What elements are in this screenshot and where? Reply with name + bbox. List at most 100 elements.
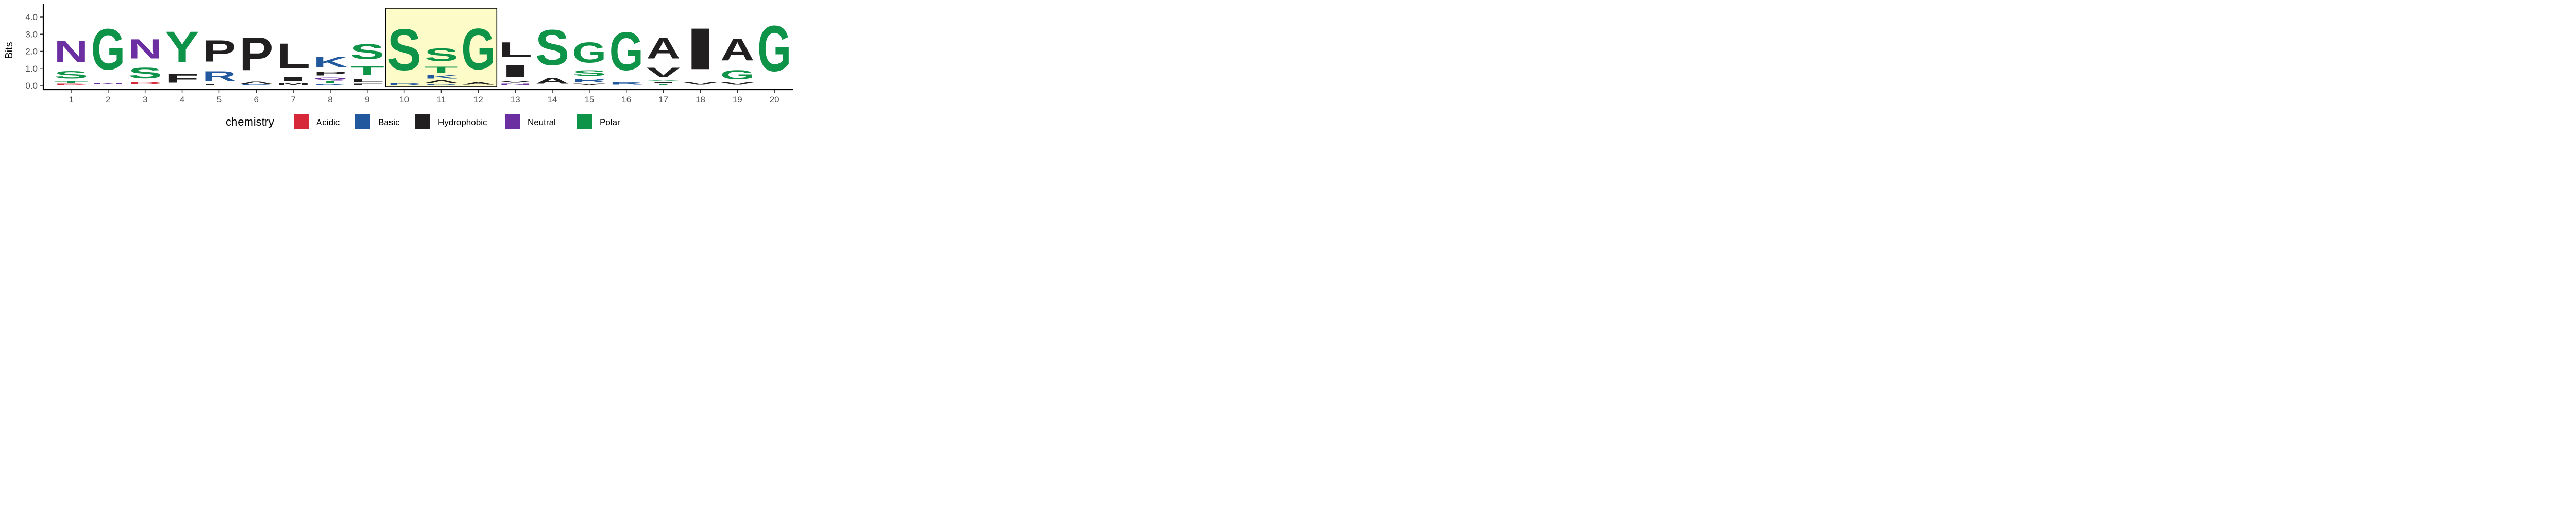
x-tick-label: 17	[658, 95, 668, 105]
x-tick-label: 14	[548, 95, 557, 105]
legend-label-polar: Polar	[600, 117, 620, 127]
logo-letter-7-I: I	[276, 76, 310, 82]
logo-column-7: MIL	[276, 37, 310, 85]
logo-letter-15-V: V	[572, 83, 606, 85]
x-tick-label: 13	[511, 95, 520, 105]
logo-column-4: FY	[165, 23, 199, 85]
logo-letter-19-V: V	[720, 82, 754, 85]
logo-column-2: DNG	[91, 18, 125, 85]
logo-letter-8-K: K	[313, 54, 347, 70]
logo-letter-13-I: I	[498, 62, 532, 80]
logo-letter-9-S: S	[350, 40, 384, 64]
logo-letter-7-L: L	[276, 37, 310, 76]
x-tick-label: 19	[733, 95, 742, 105]
logo-letter-2-G: G	[91, 18, 125, 82]
x-tick-label: 6	[254, 95, 259, 105]
logo-letter-4-F: F	[165, 72, 199, 85]
legend-swatch-basic	[355, 114, 370, 129]
logo-letter-3-N: N	[128, 33, 162, 64]
y-tick-label: 1.0	[25, 64, 38, 74]
logo-column-5: LRP	[202, 35, 236, 85]
x-tick-label: 8	[328, 95, 332, 105]
x-tick-label: 1	[69, 95, 73, 105]
y-tick-label: 3.0	[25, 29, 38, 39]
legend-swatch-hydrophobic	[415, 114, 430, 129]
x-tick-label: 9	[365, 95, 369, 105]
logo-column-6: RAP	[239, 28, 273, 85]
sequence-logo-chart: DTSNDNGKDSNFYLRPRAPMILRTQPKFLTSRSRAKTSAG…	[4, 4, 793, 129]
x-tick-label: 15	[584, 95, 594, 105]
logo-letter-12-A: A	[461, 82, 495, 85]
glyph-layer: DTSNDNGKDSNFYLRPRAPMILRTQPKFLTSRSRAKTSAG…	[54, 12, 791, 85]
x-tick-label: 16	[621, 95, 631, 105]
logo-letter-19-G: G	[720, 67, 754, 82]
logo-letter-5-L: L	[202, 84, 236, 85]
highlight-box	[385, 8, 498, 87]
logo-letter-17-A: A	[647, 32, 681, 65]
legend: chemistry Acidic Basic Hydrophobic Neutral P…	[226, 114, 620, 129]
legend-swatch-acidic	[294, 114, 309, 129]
logo-letter-8-R: R	[313, 83, 347, 85]
x-tick-label: 20	[770, 95, 779, 105]
logo-column-12: AG	[461, 18, 495, 85]
logo-column-16: RG	[609, 21, 643, 85]
logo-letter-7-M: M	[276, 82, 310, 85]
logo-letter-14-A: A	[535, 76, 569, 85]
legend-label-hydrophobic: Hydrophobic	[438, 117, 487, 127]
logo-letter-3-D: D	[128, 82, 162, 85]
x-tick-label: 2	[106, 95, 110, 105]
logo-letter-1-N: N	[54, 35, 88, 68]
logo-letter-6-R: R	[239, 84, 273, 85]
legend-title: chemistry	[226, 115, 274, 128]
logo-letter-13-V: V	[498, 81, 532, 83]
y-axis-title: Bits	[4, 42, 15, 59]
x-tick-label: 7	[291, 95, 295, 105]
x-ticks: 1 2 3 4 5 6 7 8 9 10 11 12 13 14 15 16 17 18 19 20	[69, 90, 779, 105]
y-tick-label: 2.0	[25, 47, 38, 57]
logo-letter-14-S: S	[535, 20, 569, 76]
x-tick-label: 5	[217, 95, 222, 105]
logo-letter-8-P: P	[313, 70, 347, 76]
logo-letter-9-F: F	[350, 83, 384, 85]
logo-letter-17-I: I	[647, 82, 681, 84]
logo-letter-1-T: T	[54, 81, 88, 83]
logo-letter-2-N: N	[91, 82, 125, 85]
logo-letter-4-Y: Y	[165, 23, 199, 72]
logo-letter-17-V: V	[647, 65, 681, 80]
logo-letter-19-A: A	[720, 33, 754, 67]
x-tick-label: 11	[437, 95, 446, 105]
logo-letter-20-G: G	[757, 12, 791, 85]
logo-letter-3-S: S	[128, 65, 162, 82]
y-ticks: 0.0 1.0 2.0 3.0 4.0	[25, 12, 43, 91]
logo-letter-9-L: L	[350, 78, 384, 83]
logo-letter-5-P: P	[202, 35, 236, 68]
x-tick-label: 10	[399, 95, 409, 105]
logo-letter-11-S: S	[424, 44, 458, 65]
y-tick-label: 0.0	[25, 81, 38, 91]
logo-letter-11-A: A	[424, 79, 458, 83]
logo-letter-15-R: R	[572, 78, 606, 83]
legend-swatch-polar	[577, 114, 592, 129]
logo-column-14: AS	[535, 20, 569, 85]
logo-letter-1-S: S	[54, 68, 88, 81]
highlight-layer	[385, 8, 498, 87]
x-tick-label: 3	[143, 95, 147, 105]
axes: Bits	[4, 4, 793, 91]
logo-letter-17-T: T	[647, 84, 681, 85]
logo-letter-8-Q: Q	[313, 77, 347, 81]
logo-column-19: VGA	[720, 33, 754, 85]
logo-letter-9-T: T	[350, 63, 384, 78]
logo-letter-11-R: R	[425, 84, 459, 85]
logo-letter-16-R: R	[609, 82, 643, 85]
logo-letter-13-L: L	[498, 38, 532, 62]
logo-letter-18-V: V	[683, 82, 717, 85]
logo-letter-13-N: N	[498, 83, 532, 85]
logo-column-20: G	[757, 12, 791, 85]
